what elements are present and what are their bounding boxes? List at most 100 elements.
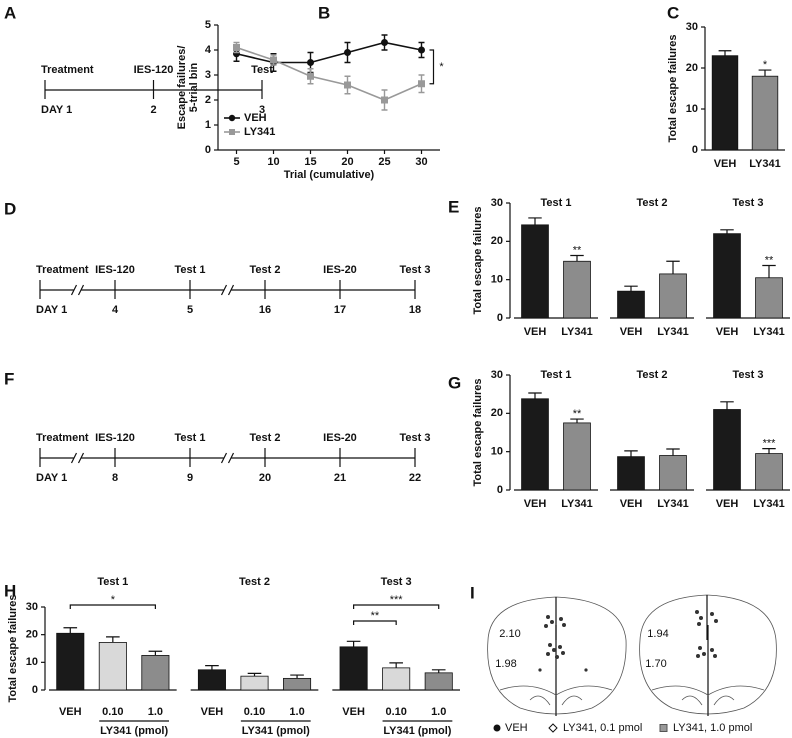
group-label: LY341 (pmol) xyxy=(242,725,310,737)
error-bar xyxy=(762,448,776,454)
event-label: Treatment xyxy=(41,64,94,76)
y-tick-label: 10 xyxy=(491,274,503,286)
bar xyxy=(240,675,269,691)
significance-label: ** xyxy=(573,408,582,420)
event-label: IES-120 xyxy=(95,432,135,444)
y-tick-label: 0 xyxy=(497,484,503,496)
panel-letter: G xyxy=(448,373,461,392)
error-bar xyxy=(720,229,734,234)
error-bar xyxy=(63,627,78,634)
bar xyxy=(713,409,741,491)
day-label: 8 xyxy=(112,472,118,484)
y-tick-label: 30 xyxy=(686,21,698,33)
significance-label: ** xyxy=(765,254,774,266)
significance-label: * xyxy=(439,61,444,73)
x-tick-label: VEH xyxy=(714,158,737,170)
significance-label: *** xyxy=(390,594,404,606)
error-bar xyxy=(106,636,120,643)
event-label: Treatment xyxy=(36,264,89,276)
event-label: IES-120 xyxy=(95,264,135,276)
legend-label: LY341, 0.1 pmol xyxy=(563,722,642,734)
error-bar xyxy=(624,285,638,292)
group-title: Test 1 xyxy=(541,197,572,209)
section-label: 1.98 xyxy=(495,658,516,670)
bar xyxy=(659,273,687,319)
group-label: LY341 (pmol) xyxy=(383,725,451,737)
axis-break-gap xyxy=(223,287,232,293)
x-tick-label: LY341 xyxy=(753,326,784,338)
group-title: Test 3 xyxy=(381,576,412,588)
day-label: 22 xyxy=(409,472,421,484)
marker xyxy=(307,59,314,66)
error-bar xyxy=(247,672,262,677)
day-label: 2 xyxy=(150,104,156,116)
axis-break xyxy=(220,452,235,464)
error-bar xyxy=(389,662,403,668)
y-axis-label: Escape failures/ xyxy=(176,46,188,130)
error-bar xyxy=(624,450,638,457)
x-tick-label: 10 xyxy=(267,156,279,168)
event-label: Test 3 xyxy=(400,432,431,444)
error-bar xyxy=(762,264,776,278)
x-tick-label: 0.10 xyxy=(102,706,123,718)
y-tick-label: 30 xyxy=(491,369,503,381)
series-line xyxy=(236,41,422,64)
x-tick-label: 0.10 xyxy=(385,706,406,718)
y-tick-label: 30 xyxy=(491,197,503,209)
y-tick-label: 0 xyxy=(692,144,698,156)
y-tick-label: 10 xyxy=(686,103,698,115)
error-bar xyxy=(720,401,734,410)
event-label: Test 1 xyxy=(175,264,206,276)
legend-marker xyxy=(659,724,668,732)
legend-label: VEH xyxy=(244,112,267,124)
y-tick-label: 0 xyxy=(497,312,503,324)
x-tick-label: 15 xyxy=(304,156,316,168)
legend-marker xyxy=(228,114,236,122)
day-label: DAY 1 xyxy=(41,104,72,116)
y-tick-label: 10 xyxy=(491,446,503,458)
x-tick-label: 1.0 xyxy=(289,706,304,718)
day-label: 9 xyxy=(187,472,193,484)
day-label: 17 xyxy=(334,304,346,316)
section-label: 1.70 xyxy=(645,658,666,670)
group-title: Test 3 xyxy=(733,369,764,381)
panel-letter: C xyxy=(667,3,679,22)
day-label: 20 xyxy=(259,472,271,484)
x-tick-label: VEH xyxy=(620,326,643,338)
x-tick-label: VEH xyxy=(620,498,643,510)
x-tick-label: VEH xyxy=(716,326,739,338)
group-title: Test 1 xyxy=(541,369,572,381)
bar xyxy=(56,632,85,691)
event-label: Test 1 xyxy=(175,432,206,444)
bar xyxy=(141,655,170,691)
group-title: Test 2 xyxy=(637,369,668,381)
panel-letter: F xyxy=(4,369,14,388)
y-tick-label: 0 xyxy=(205,144,211,156)
bar xyxy=(424,672,453,691)
day-label: 16 xyxy=(259,304,271,316)
x-tick-label: 5 xyxy=(233,156,239,168)
event-label: IES-120 xyxy=(134,64,174,76)
y-tick-label: 10 xyxy=(26,656,38,668)
bar xyxy=(711,55,739,151)
y-tick-label: 30 xyxy=(26,601,38,613)
error-bar xyxy=(528,217,542,225)
group-title: Test 2 xyxy=(239,576,270,588)
event-label: Test xyxy=(251,64,273,76)
group-title: Test 1 xyxy=(97,576,128,588)
bar xyxy=(283,677,312,691)
error-bar xyxy=(758,69,772,77)
series-line xyxy=(236,46,422,101)
legend-marker xyxy=(493,724,501,732)
x-tick-label: LY341 xyxy=(561,498,592,510)
error-bar xyxy=(528,392,542,399)
panel-letter: D xyxy=(4,199,16,218)
x-tick-label: 1.0 xyxy=(148,706,163,718)
marker xyxy=(381,39,388,46)
significance-label: * xyxy=(763,59,768,71)
x-tick-label: 0.10 xyxy=(244,706,265,718)
section-label: 2.10 xyxy=(499,628,520,640)
bar xyxy=(713,233,741,319)
bar xyxy=(197,669,226,691)
x-axis-label: Trial (cumulative) xyxy=(284,169,375,181)
